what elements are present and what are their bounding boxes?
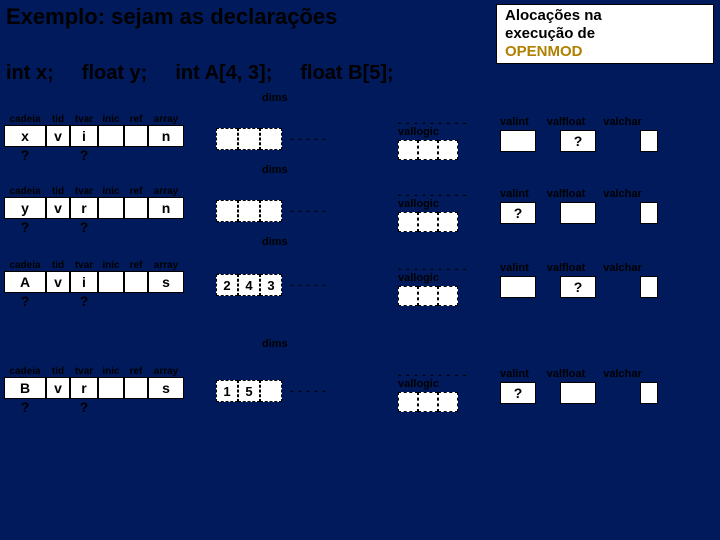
- col-headers-2: cadeia tid tvar inic ref array: [4, 186, 184, 197]
- alloc-line3: OPENMOD: [505, 43, 705, 61]
- dims-cells-4: 1 5: [216, 380, 282, 402]
- dims-label-2: dims: [262, 164, 288, 176]
- vallogic-label-3: vallogic: [398, 272, 439, 284]
- cell-inic: [98, 271, 124, 293]
- cell-ref: [124, 197, 148, 219]
- dash-1a: - - - - -: [290, 134, 327, 145]
- cell-cadeia: B: [4, 377, 46, 399]
- cell-tid: v: [46, 125, 70, 147]
- valchar-box-4: [640, 382, 658, 404]
- valchar-box-2: [640, 202, 658, 224]
- cell-tvar: r: [70, 377, 98, 399]
- dash-3a: - - - - -: [290, 280, 327, 291]
- col-headers-4: cadeia tid tvar inic ref array: [4, 366, 184, 377]
- vallogic-boxes-2: [398, 212, 458, 232]
- valint-box-3: [500, 276, 536, 298]
- col-headers-1: cadeia tid tvar inic ref array: [4, 114, 184, 125]
- cell-array: n: [148, 197, 184, 219]
- valfloat-box-2: [560, 202, 596, 224]
- valint-box-2: ?: [500, 202, 536, 224]
- val-headers-2: valint valfloat valchar: [500, 188, 642, 200]
- vallogic-boxes-1: [398, 140, 458, 160]
- dims-cells-2: [216, 200, 282, 222]
- cell-ref: [124, 125, 148, 147]
- cell-cadeia: y: [4, 197, 46, 219]
- valfloat-box-3: ?: [560, 276, 596, 298]
- cell-tvar: i: [70, 271, 98, 293]
- dash-2a: - - - - -: [290, 206, 327, 217]
- dims-label-top: dims: [262, 92, 288, 104]
- val-headers-4: valint valfloat valchar: [500, 368, 642, 380]
- vallogic-boxes-3: [398, 286, 458, 306]
- cell-inic: [98, 377, 124, 399]
- decl-a: int A[4, 3];: [175, 62, 272, 85]
- alloc-line2: execução de: [505, 25, 705, 43]
- allocation-box: Alocações na execução de OPENMOD: [496, 4, 714, 64]
- val-headers-1: valint valfloat valchar: [500, 116, 642, 128]
- dims-label-4: dims: [262, 338, 288, 350]
- dims-cells-3: 2 4 3: [216, 274, 282, 296]
- vallogic-label-2: vallogic: [398, 198, 439, 210]
- page-title: Exemplo: sejam as declarações: [6, 4, 337, 30]
- decl-x: int x;: [6, 62, 54, 85]
- valint-box-1: [500, 130, 536, 152]
- decl-y: float y;: [82, 62, 148, 85]
- cell-tid: v: [46, 377, 70, 399]
- valint-box-4: ?: [500, 382, 536, 404]
- col-headers-3: cadeia tid tvar inic ref array: [4, 260, 184, 271]
- valchar-box-1: [640, 130, 658, 152]
- valfloat-box-1: ?: [560, 130, 596, 152]
- cell-tid: v: [46, 197, 70, 219]
- vallogic-label-1: vallogic: [398, 126, 439, 138]
- cell-inic: [98, 125, 124, 147]
- cell-tvar: r: [70, 197, 98, 219]
- cell-array: n: [148, 125, 184, 147]
- row-x: cadeia tid tvar inic ref array ndim x v …: [4, 114, 184, 163]
- cell-cadeia: A: [4, 271, 46, 293]
- vallogic-boxes-4: [398, 392, 458, 412]
- vallogic-label-4: vallogic: [398, 378, 439, 390]
- cell-tid: v: [46, 271, 70, 293]
- valchar-box-3: [640, 276, 658, 298]
- cell-tvar: i: [70, 125, 98, 147]
- row-y: cadeia tid tvar inic ref array ndim y v …: [4, 186, 184, 235]
- valfloat-box-4: [560, 382, 596, 404]
- decl-b: float B[5];: [300, 62, 393, 85]
- alloc-line1: Alocações na: [505, 7, 705, 25]
- cell-ref: [124, 271, 148, 293]
- val-headers-3: valint valfloat valchar: [500, 262, 642, 274]
- row-a: cadeia tid tvar inic ref array ndim A v …: [4, 260, 184, 309]
- dash-4a: - - - - -: [290, 386, 327, 397]
- cell-ref: [124, 377, 148, 399]
- dims-cells-1: [216, 128, 282, 150]
- cell-array: s: [148, 377, 184, 399]
- declarations: int x; float y; int A[4, 3]; float B[5];: [6, 62, 394, 85]
- cell-inic: [98, 197, 124, 219]
- cell-array: s: [148, 271, 184, 293]
- dims-label-3: dims: [262, 236, 288, 248]
- cell-cadeia: x: [4, 125, 46, 147]
- row-b: cadeia tid tvar inic ref array ndim B v …: [4, 366, 184, 415]
